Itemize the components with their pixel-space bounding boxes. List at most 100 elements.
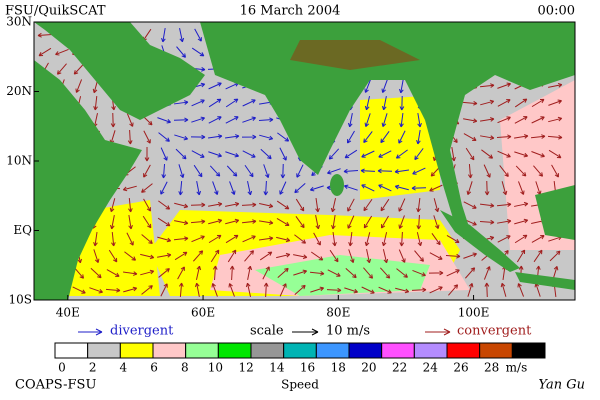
colorbar-swatch [87,342,121,359]
colorbar-tick: 28 [484,361,499,375]
wind-arrow [160,181,168,195]
colorbar-tick: 10 [208,361,223,375]
wind-arrow [414,250,424,262]
wind-arrow [244,164,254,178]
colorbar-swatch [119,342,154,359]
wind-arrow [548,99,562,106]
wind-arrow [378,150,392,158]
wind-arrow [192,250,204,262]
wind-arrow [514,218,529,225]
wind-arrow [377,168,393,174]
wind-arrow [229,265,235,281]
wind-arrow [127,129,133,145]
wind-arrow [293,254,308,260]
wind-arrow [141,285,153,295]
wind-arrow [501,181,508,196]
wind-arrow [128,197,133,213]
colorbar-swatch [283,342,317,359]
wind-arrow [517,283,525,297]
lat-label: 30N [6,15,32,29]
wind-arrow [109,198,116,213]
wind-arrow [348,231,353,247]
wind-arrow [361,286,375,294]
wind-arrow [124,251,137,261]
wind-arrow [175,148,187,160]
lon-label: 100E [458,306,490,320]
wind-arrow [343,168,359,174]
wind-arrow [514,201,529,207]
wind-arrow [479,83,495,88]
wind-arrow [363,215,373,229]
colorbar-swatch [446,342,481,359]
wind-arrow [244,250,255,262]
wind-arrow [396,268,408,278]
wind-arrow [259,134,274,141]
land [34,22,205,120]
wind-arrow [55,48,69,56]
wind-arrow [190,134,206,140]
wind-arrow [428,270,444,276]
wind-arrow [140,253,155,260]
colorbar-tick: 14 [269,361,285,375]
wind-arrow [382,249,389,264]
colorbar-title: Speed [281,378,319,392]
wind-arrow [194,28,202,42]
wind-arrow [294,183,306,194]
wind-arrow [518,181,525,195]
wind-arrow [245,282,252,297]
wind-arrow [293,269,308,276]
wind-arrow [497,82,511,89]
wind-arrow [143,130,151,144]
colorbar-tick: 18 [331,361,346,375]
wind-arrow [280,163,286,179]
wind-arrow [395,287,410,294]
wind-arrow [483,266,491,280]
wind-arrow [143,198,151,212]
wind-arrow [179,28,185,43]
wind-arrow [93,232,98,247]
wind-arrow [111,231,116,247]
wind-arrow [277,267,289,279]
wind-arrow [378,286,392,294]
wind-arrow [398,249,406,263]
wind-arrow [242,235,256,243]
wind-arrow [157,117,171,124]
wind-arrow [191,47,205,57]
wind-arrow [531,235,545,243]
wind-arrow [531,151,545,158]
wind-arrow [208,201,223,207]
wind-arrow [364,113,371,128]
wind-arrow [144,146,150,162]
wind-arrow [412,167,426,175]
wind-arrow [547,134,563,140]
wind-arrow [309,185,324,192]
wind-arrow [463,252,477,259]
wind-arrow [497,99,511,107]
wind-arrow [381,113,388,128]
wind-arrow [360,168,376,174]
wind-arrow [173,117,189,123]
credit: COAPS-FSU [15,378,96,393]
wind-arrow [225,98,239,108]
wind-arrow [326,287,342,293]
wind-arrow [122,185,137,192]
wind-arrow [364,79,372,93]
wind-arrow [158,268,170,278]
wind-arrow [343,184,358,191]
wind-arrow [417,113,422,128]
land [34,60,142,300]
wind-arrow [157,252,172,258]
wind-arrow [465,147,475,161]
wind-arrow [497,150,511,158]
title: FSU/QuikSCAT [5,4,106,19]
wind-arrow [484,282,490,298]
wind-arrow [411,185,427,191]
wind-arrow [276,218,290,227]
wind-arrow [123,271,138,276]
wind-arrow [126,232,134,246]
colorbar-swatch [348,342,383,359]
wind-arrow [208,151,222,158]
wind-arrow [480,135,495,140]
wind-arrow [500,282,507,297]
wind-arrow [463,133,477,141]
